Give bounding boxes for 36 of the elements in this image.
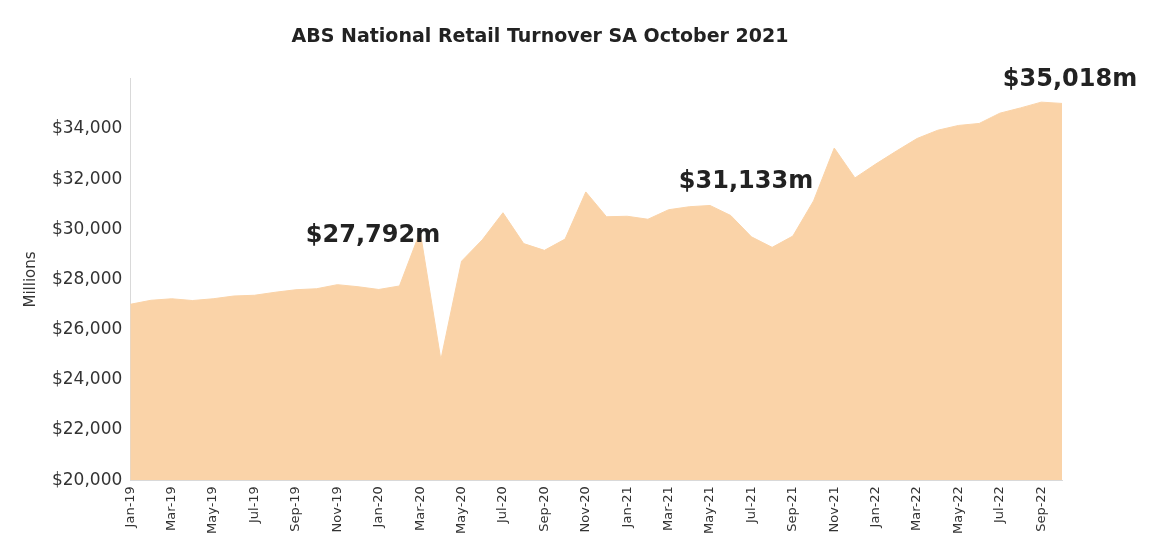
x-tick-label: Nov-19 (328, 486, 344, 533)
x-tick-label: Jan-19 (121, 486, 137, 529)
x-tick-label: May-21 (701, 486, 717, 535)
x-tick-label: Jan-22 (867, 486, 883, 529)
y-tick-label: $26,000 (51, 318, 123, 339)
y-tick-label: $22,000 (51, 418, 123, 439)
y-tick-label: $34,000 (51, 117, 123, 138)
x-tick-label: Mar-21 (659, 486, 675, 532)
y-tick-label: $28,000 (51, 267, 123, 288)
x-tick-label: Sep-21 (784, 486, 800, 532)
x-tick-label: Jul-21 (742, 486, 758, 525)
chart-title: ABS National Retail Turnover SA October 2021 (291, 24, 789, 47)
annotation: $35,018m (1002, 64, 1138, 93)
x-tick-label: May-19 (204, 486, 220, 535)
y-axis-title: Millions (20, 251, 39, 308)
annotation: $31,133m (678, 166, 814, 195)
y-tick-label: $20,000 (51, 468, 123, 489)
x-tick-label: Nov-21 (825, 486, 841, 533)
x-tick-label: Mar-22 (908, 486, 924, 532)
x-tick-label: Sep-22 (1032, 486, 1048, 532)
x-tick-label: Nov-20 (577, 486, 593, 533)
x-tick-label: Jul-22 (991, 486, 1007, 525)
x-tick-label: May-20 (452, 486, 468, 535)
x-tick-label: Mar-20 (411, 486, 427, 532)
x-tick-label: Jan-20 (370, 486, 386, 529)
x-tick-label: Jan-21 (618, 486, 634, 529)
y-tick-label: $32,000 (51, 167, 123, 188)
x-tick-label: Mar-19 (163, 486, 179, 532)
x-tick-label: Jul-19 (245, 486, 261, 525)
x-tick-label: Jul-20 (494, 486, 510, 525)
x-tick-label: Sep-19 (287, 486, 303, 532)
x-tick-label: May-22 (949, 486, 965, 535)
x-tick-label: Sep-20 (535, 486, 551, 532)
y-tick-label: $24,000 (51, 368, 123, 389)
y-tick-label: $30,000 (51, 217, 123, 238)
annotation: $27,792m (305, 220, 441, 249)
